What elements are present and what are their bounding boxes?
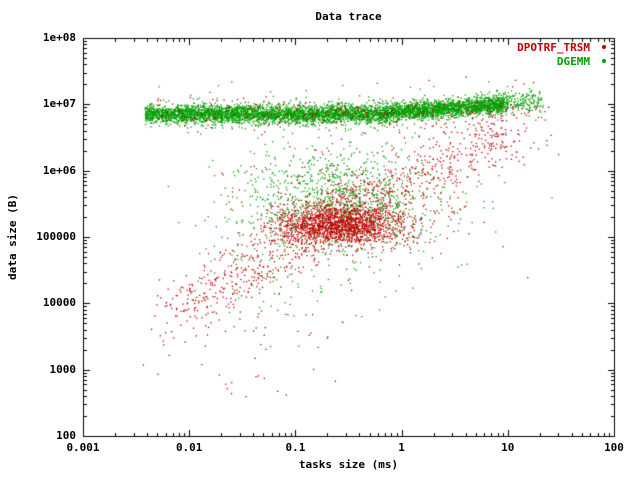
scatter-dot-icon bbox=[602, 45, 606, 49]
legend-label: DGEMM bbox=[556, 54, 590, 68]
x-tick-label: 100 bbox=[604, 441, 624, 454]
y-tick-label: 1e+07 bbox=[42, 97, 76, 111]
chart-title: Data trace bbox=[315, 10, 382, 23]
y-tick-label: 100000 bbox=[36, 230, 76, 243]
x-tick-label: 1 bbox=[398, 441, 405, 454]
x-tick-label: 0.01 bbox=[175, 441, 203, 454]
scatter-dot-icon bbox=[602, 59, 606, 63]
y-tick-label: 1e+08 bbox=[42, 31, 76, 44]
legend-item-dpotrf-trsm: DPOTRF_TRSM bbox=[517, 40, 606, 54]
y-tick-label: 100 bbox=[56, 429, 76, 442]
legend-item-dgemm: DGEMM bbox=[517, 54, 606, 68]
x-tick-label: 0.1 bbox=[285, 441, 306, 454]
x-tick-label: 10 bbox=[501, 441, 515, 454]
legend: DPOTRF_TRSM DGEMM bbox=[517, 40, 606, 68]
x-axis-label: tasks size (ms) bbox=[298, 458, 399, 471]
y-tick-label: 1000 bbox=[49, 362, 77, 376]
y-tick-label: 1e+06 bbox=[42, 163, 76, 177]
x-tick-label: 0.001 bbox=[66, 441, 100, 454]
y-tick-label: 10000 bbox=[42, 296, 76, 310]
legend-label: DPOTRF_TRSM bbox=[517, 40, 590, 54]
